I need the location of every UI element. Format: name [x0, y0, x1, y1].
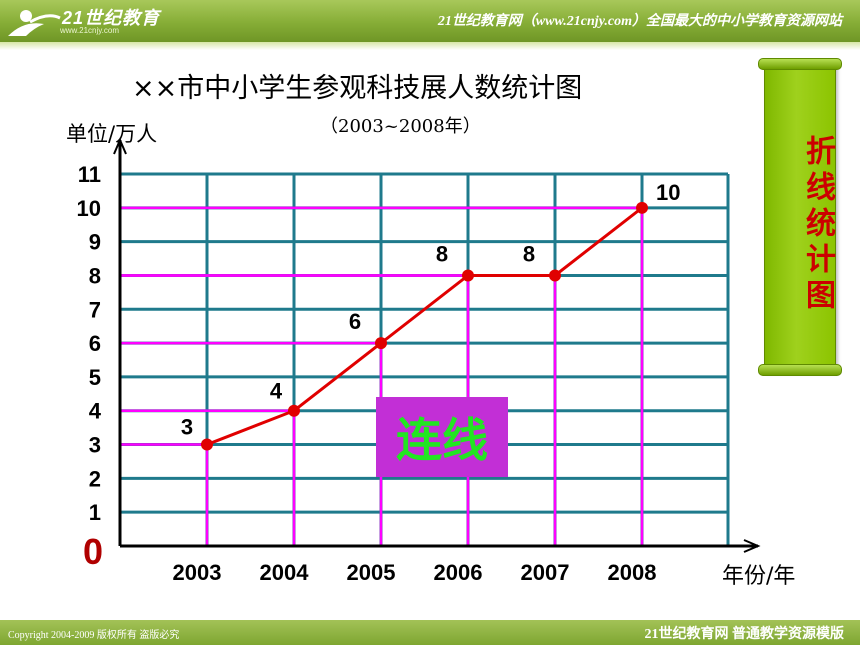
header-divider	[0, 42, 860, 50]
y-tick-label: 10	[77, 196, 101, 221]
data-label: 6	[349, 309, 361, 334]
y-tick-label: 8	[89, 263, 101, 288]
data-label: 4	[270, 379, 283, 404]
y-tick-label: 4	[89, 399, 102, 424]
scroll-roll-top	[758, 58, 842, 70]
chart-title: ××市中小学生参观科技展人数统计图	[132, 73, 583, 104]
connect-lines-badge: 连线	[376, 397, 508, 477]
y-tick-label: 2	[89, 466, 101, 491]
scroll-roll-bottom	[758, 364, 842, 376]
y-tick-label: 11	[78, 162, 101, 187]
logo-url: www.21cnjy.com	[60, 26, 119, 35]
x-tick-label: 2005	[347, 560, 396, 585]
chart-subtitle: （2003~2008年）	[320, 116, 481, 137]
y-tick-label: 7	[89, 297, 101, 322]
data-point	[375, 337, 387, 350]
data-label: 10	[656, 180, 680, 205]
y-axis-arrow	[113, 137, 127, 155]
y-tick-label: 6	[89, 331, 101, 356]
data-point	[636, 201, 648, 214]
x-tick-label: 2008	[608, 560, 657, 585]
x-axis-arrow	[743, 539, 761, 553]
header-bar: 21世纪教育 www.21cnjy.com 21世纪教育网（www.21cnjy…	[0, 0, 860, 42]
scroll-body	[764, 64, 836, 372]
data-point	[201, 438, 213, 451]
logo-text: 21世纪教育	[62, 8, 161, 28]
data-label: 8	[523, 241, 535, 266]
y-tick-label: 9	[89, 230, 101, 255]
side-scroll: 折线统计图	[758, 56, 842, 376]
data-point	[549, 269, 561, 282]
footer-copyright: Copyright 2004-2009 版权所有 盗版必究	[8, 630, 180, 641]
y-tick-label: 3	[89, 433, 101, 458]
y-tick-label: 5	[89, 365, 101, 390]
header-slogan: 21世纪教育网（www.21cnjy.com）全国最大的中小学教育资源网站	[437, 14, 842, 29]
scroll-title: 折线统计图	[800, 135, 835, 315]
footer-bar: Copyright 2004-2009 版权所有 盗版必究 21世纪教育网 普通…	[0, 620, 860, 645]
data-point	[462, 269, 474, 282]
x-tick-label: 2006	[434, 560, 483, 585]
series-line	[206, 206, 643, 446]
data-label: 8	[436, 241, 448, 266]
data-point	[288, 404, 300, 417]
x-tick-label: 2007	[521, 560, 570, 585]
footer-brand: 21世纪教育网 普通教学资源模版	[644, 627, 845, 642]
x-axis-label: 年份/年	[722, 564, 796, 589]
y-axis-label: 单位/万人	[66, 122, 158, 146]
y-tick-label: 1	[89, 500, 101, 525]
x-tick-label: 2003	[173, 560, 222, 585]
origin-label: 0	[83, 531, 103, 572]
logo-icon	[8, 10, 61, 36]
data-label: 3	[181, 415, 193, 440]
x-tick-label: 2004	[260, 560, 310, 585]
